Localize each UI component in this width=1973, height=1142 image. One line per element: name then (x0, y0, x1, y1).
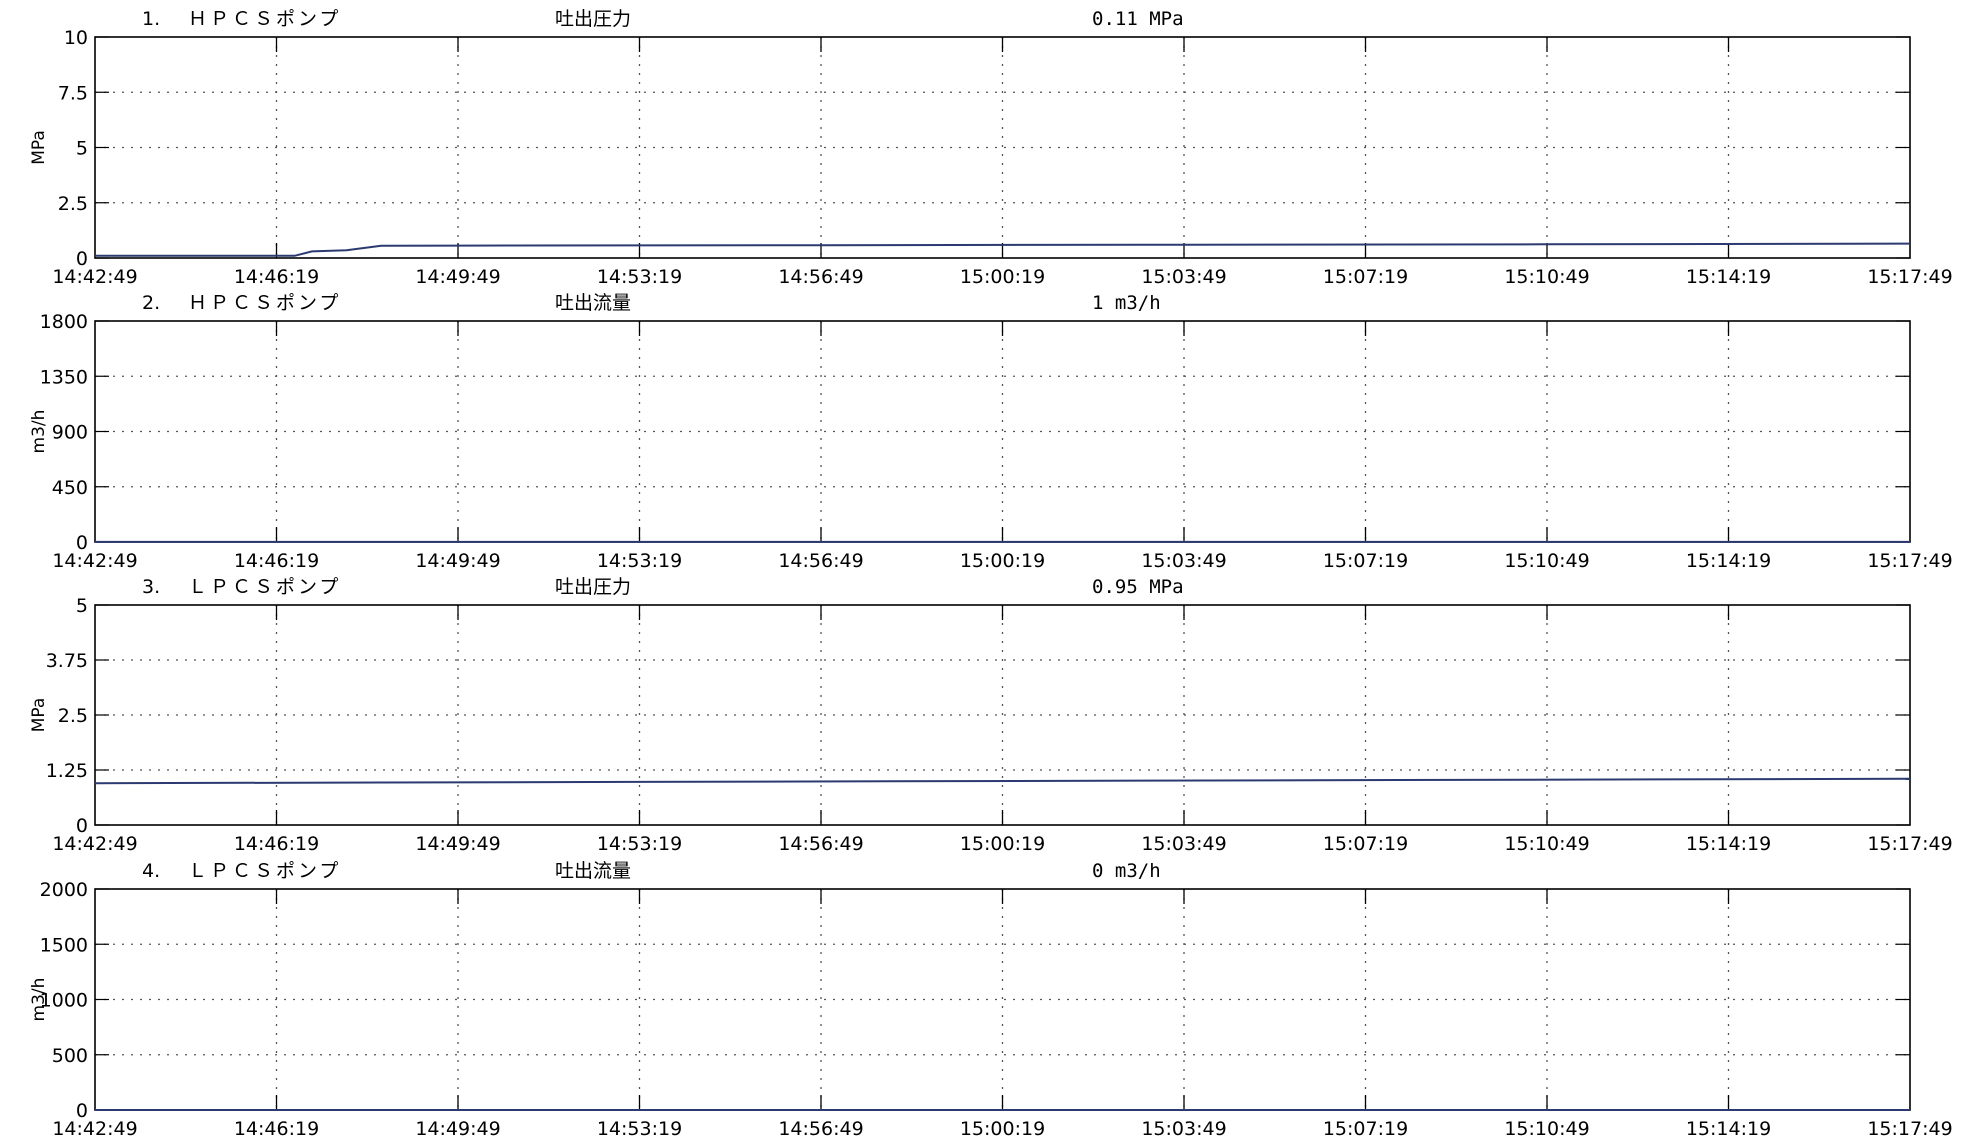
y-tick-label: 7.5 (58, 82, 88, 104)
x-tick-label: 14:56:49 (778, 1118, 863, 1140)
x-tick-label: 14:56:49 (778, 550, 863, 572)
x-tick-label: 14:49:49 (415, 1118, 500, 1140)
x-tick-label: 15:07:19 (1323, 550, 1408, 572)
x-tick-label: 14:53:19 (597, 833, 682, 855)
current-value-readout: 0.11 MPa (1092, 8, 1184, 30)
x-tick-label: 14:46:19 (234, 1118, 319, 1140)
pump-name: ＬＰＣＳポンプ (188, 576, 341, 598)
y-tick-label: 2.5 (58, 193, 88, 215)
x-tick-label: 15:07:19 (1323, 266, 1408, 288)
x-tick-label: 14:49:49 (415, 266, 500, 288)
x-tick-label: 15:10:49 (1504, 550, 1589, 572)
y-tick-label: 5 (76, 138, 88, 160)
x-tick-label: 15:03:49 (1141, 833, 1226, 855)
data-series-line (95, 242, 1911, 257)
x-tick-label: 15:03:49 (1141, 550, 1226, 572)
y-tick-label: 1.25 (46, 760, 88, 782)
y-tick-label: 1500 (40, 934, 88, 956)
x-tick-label: 15:14:19 (1686, 266, 1771, 288)
x-tick-label: 14:46:19 (234, 833, 319, 855)
x-tick-label: 14:56:49 (778, 266, 863, 288)
x-tick-label: 14:42:49 (52, 266, 137, 288)
y-tick-label: 5 (76, 595, 88, 617)
y-axis-label: MPa (29, 130, 49, 165)
chart-panel-4: 4. ＬＰＣＳポンプ 吐出流量 0 m3/h m3/h 0 500 1000 1500 2000 1… (29, 860, 1953, 1140)
x-tick-label: 15:07:19 (1323, 1118, 1408, 1140)
x-tick-label: 15:00:19 (960, 833, 1045, 855)
chart-panel-1: 1. ＨＰＣＳポンプ 吐出圧力 0.11 MPa MPa 0 2.5 5 7.5 10 14:42:… (29, 8, 1953, 288)
x-tick-label: 15:07:19 (1323, 833, 1408, 855)
parameter-label: 吐出流量 (555, 292, 631, 314)
y-tick-label: 2000 (40, 879, 88, 901)
pump-name: ＨＰＣＳポンプ (188, 292, 341, 314)
x-tick-label: 15:14:19 (1686, 1118, 1771, 1140)
x-tick-label: 14:49:49 (415, 833, 500, 855)
panel-number: 1. (142, 8, 160, 30)
x-tick-label: 14:53:19 (597, 550, 682, 572)
y-tick-label: 500 (52, 1045, 88, 1067)
pump-name: ＨＰＣＳポンプ (188, 8, 341, 30)
y-tick-label: 450 (52, 477, 88, 499)
x-tick-label: 15:14:19 (1686, 833, 1771, 855)
x-tick-label: 14:49:49 (415, 550, 500, 572)
current-value-readout: 0 m3/h (1092, 860, 1161, 882)
x-tick-label: 15:03:49 (1141, 1118, 1226, 1140)
x-tick-label: 15:00:19 (960, 550, 1045, 572)
y-tick-label: 1800 (40, 311, 88, 333)
y-axis-label: MPa (29, 698, 49, 733)
y-tick-label: 1350 (40, 366, 88, 388)
plot-frame (94, 604, 1911, 826)
pump-name: ＬＰＣＳポンプ (188, 860, 341, 882)
parameter-label: 吐出圧力 (555, 576, 631, 598)
x-tick-label: 14:46:19 (234, 550, 319, 572)
x-tick-label: 14:53:19 (597, 266, 682, 288)
x-tick-label: 15:00:19 (960, 1118, 1045, 1140)
y-tick-label: 0 (76, 815, 88, 837)
x-tick-label: 15:14:19 (1686, 550, 1771, 572)
x-tick-label: 15:10:49 (1504, 1118, 1589, 1140)
chart-panel-3: 3. ＬＰＣＳポンプ 吐出圧力 0.95 MPa MPa 0 1.25 2.5 3.75 5 14:… (29, 576, 1953, 855)
parameter-label: 吐出流量 (555, 860, 631, 882)
x-tick-label: 15:00:19 (960, 266, 1045, 288)
y-tick-label: 0 (76, 1100, 88, 1122)
plot-frame (94, 36, 1911, 259)
x-tick-label: 14:46:19 (234, 266, 319, 288)
y-tick-label: 900 (52, 422, 88, 444)
y-tick-label: 1000 (40, 990, 88, 1012)
y-tick-label: 0 (76, 248, 88, 270)
x-tick-label: 14:42:49 (52, 1118, 137, 1140)
x-tick-label: 15:17:49 (1867, 833, 1952, 855)
panel-number: 3. (142, 576, 160, 598)
y-axis-label: m3/h (29, 410, 49, 454)
current-value-readout: 1 m3/h (1092, 292, 1161, 314)
x-tick-label: 15:17:49 (1867, 550, 1952, 572)
y-axis-label: m3/h (29, 978, 49, 1022)
x-tick-label: 14:42:49 (52, 550, 137, 572)
y-tick-label: 10 (64, 27, 88, 49)
parameter-label: 吐出圧力 (555, 8, 631, 30)
x-tick-label: 15:03:49 (1141, 266, 1226, 288)
chart-panel-2: 2. ＨＰＣＳポンプ 吐出流量 1 m3/h m3/h 0 450 900 1350 1800 14… (29, 292, 1953, 572)
x-tick-label: 14:56:49 (778, 833, 863, 855)
panel-number: 2. (142, 292, 160, 314)
current-value-readout: 0.95 MPa (1092, 576, 1184, 598)
y-tick-label: 2.5 (58, 705, 88, 727)
y-tick-label: 3.75 (46, 650, 88, 672)
data-series-line (94, 777, 1911, 785)
x-tick-label: 15:17:49 (1867, 266, 1952, 288)
x-tick-label: 14:42:49 (52, 833, 137, 855)
plot-frame (94, 888, 1911, 1111)
plot-frame (94, 320, 1911, 543)
panel-number: 4. (142, 860, 160, 882)
x-tick-label: 15:10:49 (1504, 833, 1589, 855)
x-tick-label: 14:53:19 (597, 1118, 682, 1140)
x-tick-label: 15:17:49 (1867, 1118, 1952, 1140)
x-tick-label: 15:10:49 (1504, 266, 1589, 288)
y-tick-label: 0 (76, 532, 88, 554)
